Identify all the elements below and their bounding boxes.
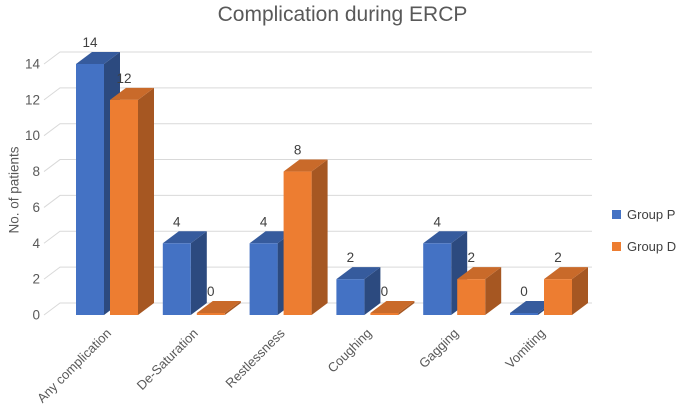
gridline xyxy=(43,302,592,316)
bar-top-face xyxy=(249,231,294,244)
bar-top-face xyxy=(336,267,381,280)
bar-top-face xyxy=(196,301,241,313)
data-label: 0 xyxy=(207,284,215,299)
y-tick-label: 12 xyxy=(25,92,40,107)
bar-top-face xyxy=(110,87,154,100)
bar-group-group-d-any-complication xyxy=(110,87,154,315)
legend-item-group-p: Group P xyxy=(612,207,676,222)
bar-front-face xyxy=(457,279,486,315)
x-category-label: De-Saturation xyxy=(134,326,201,393)
bar-group-group-d-restlessness xyxy=(283,159,328,315)
legend-swatch-group-d xyxy=(612,242,621,251)
legend-label-group-p: Group P xyxy=(627,207,676,222)
gridline xyxy=(43,87,592,101)
gridline xyxy=(43,51,592,65)
data-label: 2 xyxy=(467,250,475,265)
bar-front-face xyxy=(110,99,138,315)
data-label: 0 xyxy=(520,284,528,299)
bar-top-face xyxy=(283,159,328,172)
gridline xyxy=(43,230,592,244)
gridline xyxy=(43,159,592,172)
y-tick-label: 0 xyxy=(32,308,40,323)
x-category-label: Any complication xyxy=(34,326,114,406)
bar-group-group-d-vomiting xyxy=(544,267,588,315)
bar-front-face xyxy=(423,243,452,315)
bar-front-face xyxy=(283,171,312,315)
y-tick-label: 10 xyxy=(25,128,40,143)
bar-group-group-d-gagging xyxy=(457,267,502,315)
gridline xyxy=(43,194,592,208)
bar-group-group-p-coughing xyxy=(336,267,381,315)
x-category-label: Vomiting xyxy=(502,326,548,372)
y-tick-label: 8 xyxy=(32,164,40,179)
bar-side-face xyxy=(311,159,328,315)
bar-top-face xyxy=(510,301,554,313)
bar-group-group-d-coughing xyxy=(370,301,415,315)
data-label: 4 xyxy=(433,214,441,229)
bar-front-face xyxy=(336,279,365,315)
legend: Group P Group D xyxy=(612,207,676,254)
bar-top-face xyxy=(544,267,588,280)
y-tick-label: 6 xyxy=(32,200,40,215)
y-tick-label: 14 xyxy=(25,56,41,71)
data-label: 0 xyxy=(381,284,389,299)
data-label: 14 xyxy=(82,35,98,50)
gridline xyxy=(43,266,592,280)
bar-front-face xyxy=(249,243,278,315)
bar-front-face xyxy=(76,63,104,316)
data-label: 4 xyxy=(173,214,181,229)
y-tick-label: 2 xyxy=(32,272,40,287)
bar-side-face xyxy=(364,267,381,315)
bar-front-face xyxy=(196,313,225,315)
data-label: 4 xyxy=(260,214,268,229)
bar-top-face xyxy=(162,231,207,244)
y-tick-label: 4 xyxy=(32,236,40,251)
bar-group-group-p-gagging xyxy=(423,231,468,315)
bar-front-face xyxy=(370,313,399,315)
x-category-label: Restlessness xyxy=(222,325,288,391)
bar-front-face xyxy=(544,279,572,315)
legend-label-group-d: Group D xyxy=(627,239,677,254)
bar-side-face xyxy=(138,87,154,315)
bar-side-face xyxy=(224,301,241,315)
chart-title: Complication during ERCP xyxy=(217,3,468,26)
x-category-label: Coughing xyxy=(325,326,375,376)
data-label: 12 xyxy=(116,71,131,86)
bar-side-face xyxy=(485,267,502,315)
bar-top-face xyxy=(76,51,120,64)
bar-side-face xyxy=(190,231,207,315)
bar-group-group-d-de-saturation xyxy=(196,301,241,315)
bar-top-face xyxy=(423,231,468,244)
bar-front-face xyxy=(162,243,191,315)
x-category-label: Gagging xyxy=(416,326,461,371)
bar-top-face xyxy=(370,301,415,313)
bar-group-group-p-de-saturation xyxy=(162,231,207,315)
bar-side-face xyxy=(572,267,588,315)
bar-front-face xyxy=(510,313,538,315)
bar-top-face xyxy=(457,267,502,280)
gridline xyxy=(43,123,592,137)
bar-side-face xyxy=(398,301,415,315)
data-label: 2 xyxy=(347,250,355,265)
data-label: 2 xyxy=(554,250,562,265)
data-label: 8 xyxy=(294,143,302,158)
legend-item-group-d: Group D xyxy=(612,239,676,254)
legend-swatch-group-p xyxy=(612,210,621,219)
